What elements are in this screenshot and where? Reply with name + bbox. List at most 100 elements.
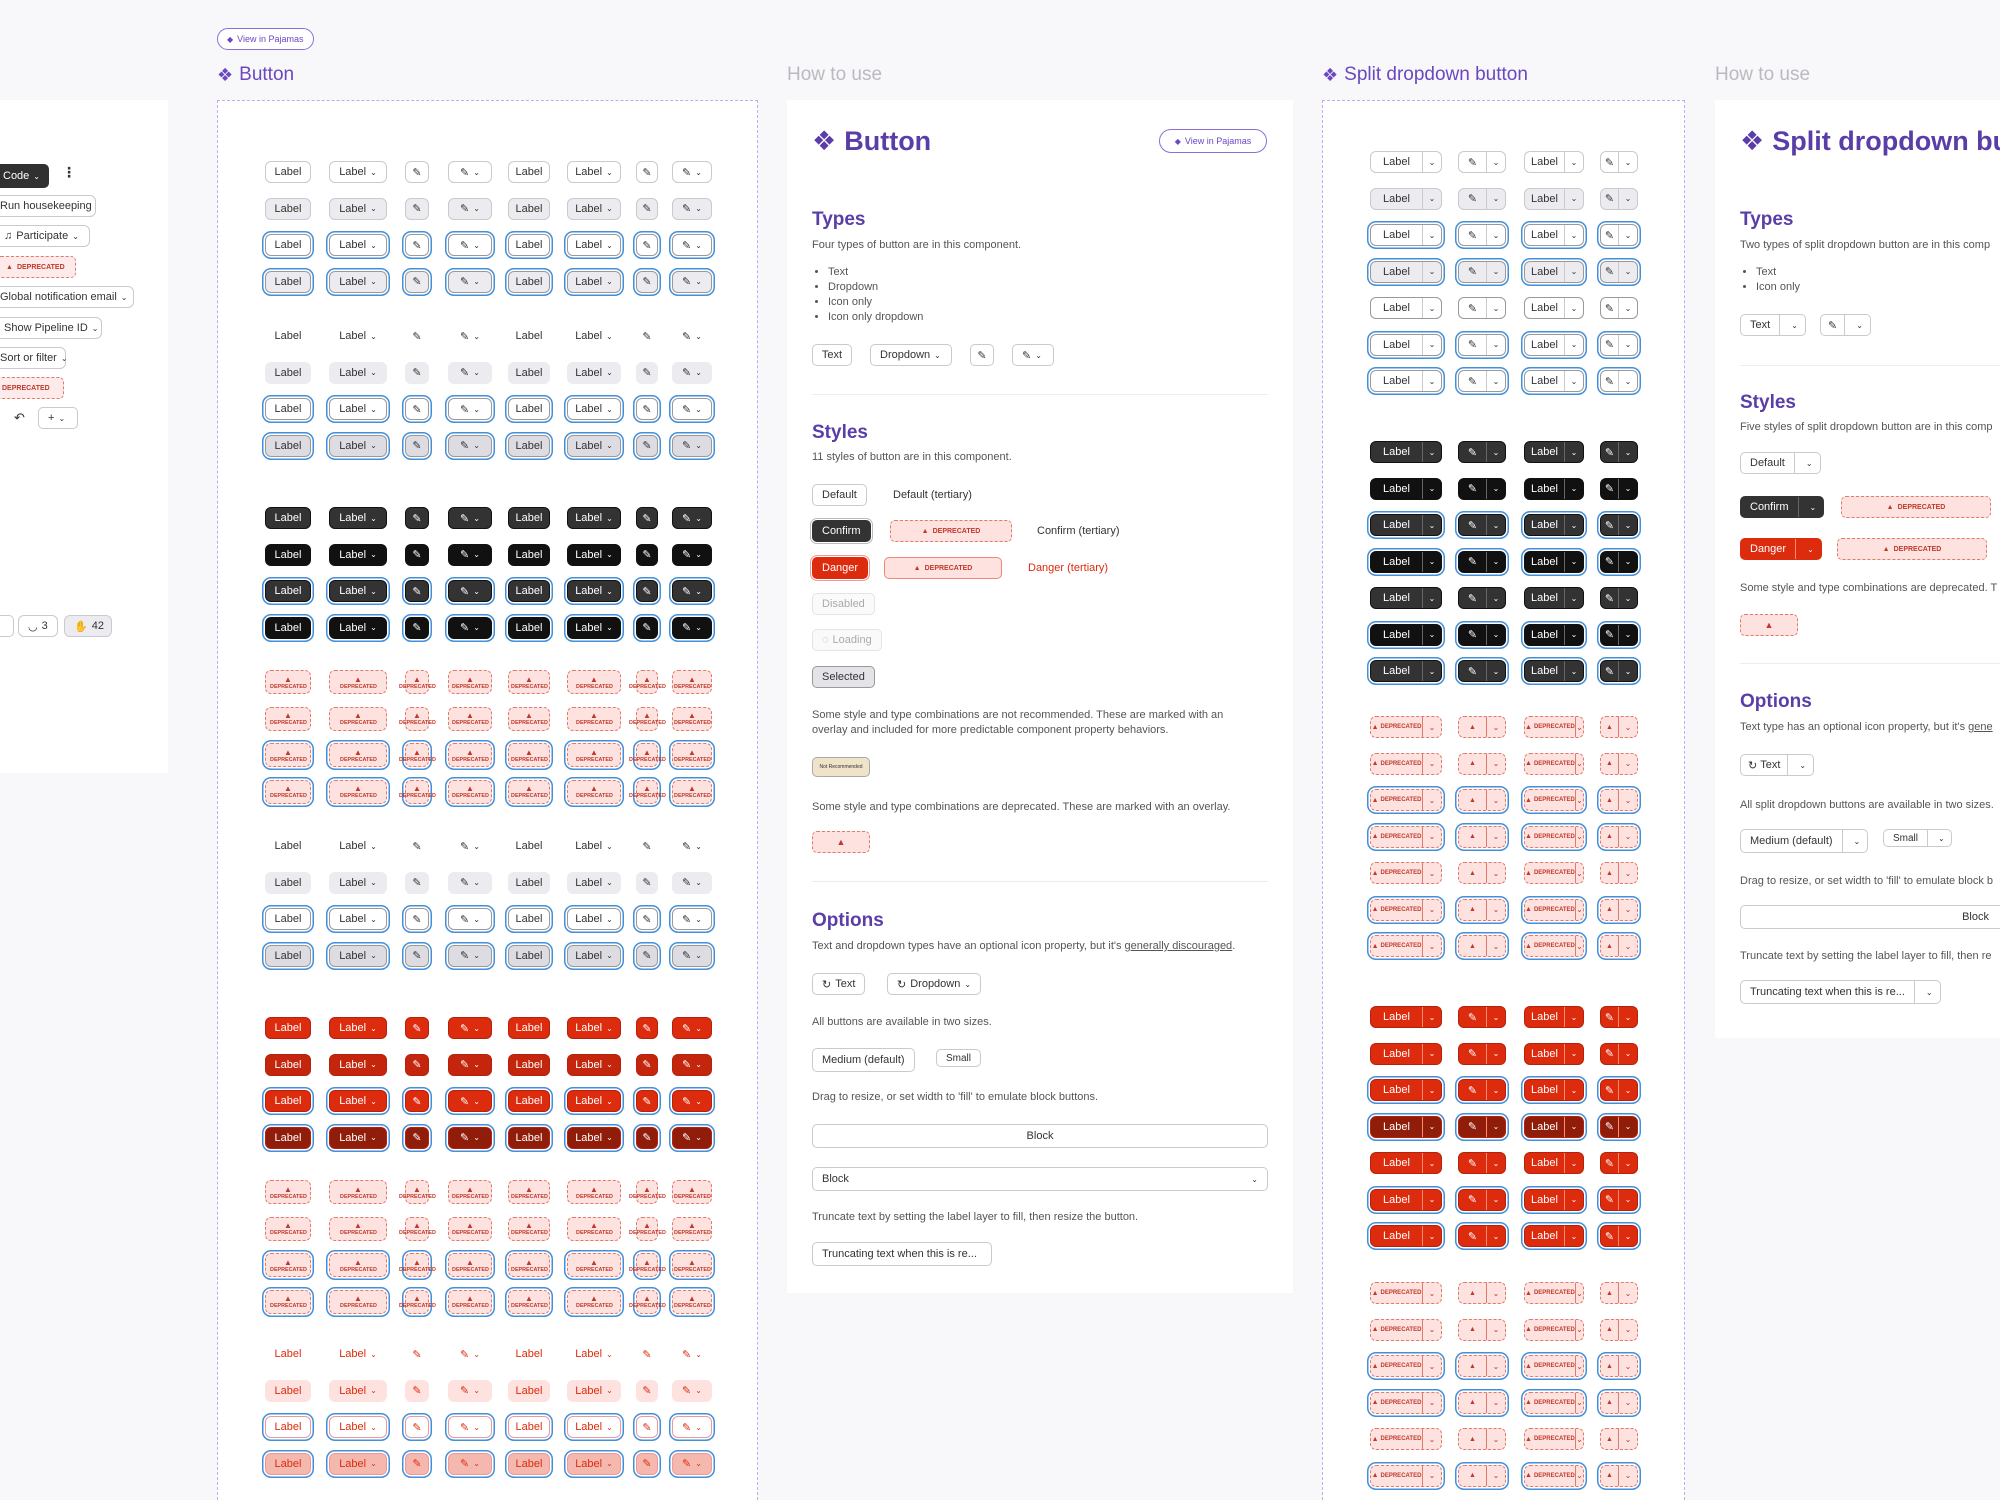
type-dropdown-button[interactable]: Dropdown ⌄ <box>870 344 952 366</box>
split-dropdown-button[interactable]: Label ⌄ <box>1524 1006 1584 1028</box>
variant-button[interactable]: Label <box>265 1379 311 1402</box>
variant-button[interactable]: ✎ <box>636 507 658 529</box>
variant-button[interactable]: ✎ <box>636 161 658 183</box>
variant-button[interactable]: Label <box>265 361 311 384</box>
variant-button[interactable]: ✎ <box>405 944 429 967</box>
variant-button[interactable]: Label ⌄ <box>567 1053 621 1076</box>
split-dropdown-button[interactable]: ✎ ⌄ <box>1600 514 1638 536</box>
split-dropdown-button[interactable]: ✎ ⌄ <box>1458 224 1506 246</box>
variant-button[interactable]: Label <box>265 507 311 529</box>
split-block-button[interactable]: Block <box>1740 905 2000 929</box>
split-dropdown-button[interactable]: ✎ ⌄ <box>1458 1079 1506 1101</box>
variant-button[interactable]: Label <box>508 161 550 183</box>
split-dropdown-button[interactable]: Label ⌄ <box>1524 550 1584 573</box>
split-dropdown-button[interactable]: ✎ ⌄ <box>1458 297 1506 319</box>
variant-button[interactable]: Label <box>265 543 311 566</box>
split-dropdown-button[interactable]: Label ⌄ <box>1524 1188 1584 1211</box>
split-dropdown-button[interactable]: ✎ ⌄ <box>1600 550 1638 573</box>
split-dropdown-button[interactable]: ✎ ⌄ <box>1600 441 1638 463</box>
variant-button[interactable]: ✎ <box>636 1416 658 1438</box>
variant-button[interactable]: ✎ <box>405 325 429 347</box>
variant-button[interactable]: Label <box>508 507 550 529</box>
variant-button[interactable]: Label <box>265 1053 311 1076</box>
split-dropdown-button[interactable]: Label ⌄ <box>1524 151 1584 173</box>
variant-button[interactable]: Label <box>508 944 550 967</box>
variant-button[interactable]: ✎ ⌄ <box>448 1126 492 1149</box>
variant-button[interactable]: Label ⌄ <box>567 197 621 220</box>
variant-button[interactable]: Label ⌄ <box>329 434 387 457</box>
variant-button[interactable]: Label <box>508 835 550 857</box>
variant-button[interactable]: Label <box>508 1379 550 1402</box>
variant-button[interactable]: ✎ <box>636 270 658 293</box>
variant-button[interactable]: Label <box>508 1343 550 1365</box>
variant-button[interactable]: Label <box>508 871 550 894</box>
split-dropdown-button[interactable]: ✎ ⌄ <box>1458 550 1506 573</box>
variant-button[interactable]: ✎ ⌄ <box>448 325 492 347</box>
split-dropdown-button[interactable]: ✎ ⌄ <box>1458 623 1506 646</box>
split-dropdown-button[interactable]: Label ⌄ <box>1370 623 1442 646</box>
type-icon-button[interactable]: ✎ <box>970 344 994 366</box>
split-dropdown-button[interactable]: Label ⌄ <box>1524 370 1584 392</box>
variant-button[interactable]: ✎ <box>636 871 658 894</box>
split-dropdown-button[interactable]: Label ⌄ <box>1524 441 1584 463</box>
variant-button[interactable]: Label ⌄ <box>329 197 387 220</box>
split-dropdown-button[interactable]: Label ⌄ <box>1524 224 1584 246</box>
split-dropdown-button[interactable]: ✎ ⌄ <box>1458 370 1506 392</box>
variant-button[interactable]: Label ⌄ <box>567 580 621 602</box>
code-button[interactable]: Code ⌄ <box>0 164 49 188</box>
variant-button[interactable]: ✎ <box>405 1126 429 1149</box>
variant-button[interactable]: Label ⌄ <box>567 835 621 857</box>
variant-button[interactable]: ✎ <box>405 1343 429 1365</box>
split-dropdown-button[interactable]: Label ⌄ <box>1370 1079 1442 1101</box>
variant-button[interactable]: Label <box>508 197 550 220</box>
split-dropdown-button[interactable]: Label ⌄ <box>1370 370 1442 392</box>
style-confirm-button[interactable]: Confirm <box>812 520 871 542</box>
variant-button[interactable]: Label ⌄ <box>329 1416 387 1438</box>
variant-button[interactable]: Label <box>508 1090 550 1112</box>
split-dropdown-button[interactable]: Label ⌄ <box>1524 1115 1584 1138</box>
variant-button[interactable]: ✎ <box>405 434 429 457</box>
variant-button[interactable]: Label ⌄ <box>567 161 621 183</box>
variant-button[interactable]: ✎ ⌄ <box>672 325 712 347</box>
truncate-button[interactable]: Truncating text when this is re... <box>812 1242 992 1266</box>
variant-button[interactable]: ✎ <box>405 1452 429 1475</box>
variant-button[interactable]: ✎ ⌄ <box>448 361 492 384</box>
variant-button[interactable]: ✎ ⌄ <box>672 616 712 639</box>
variant-button[interactable]: ✎ ⌄ <box>448 434 492 457</box>
option-text-button[interactable]: ↻ Text <box>812 973 866 995</box>
variant-button[interactable]: Label ⌄ <box>567 1126 621 1149</box>
split-dropdown-button[interactable]: ✎ ⌄ <box>1600 623 1638 646</box>
split-dropdown-button[interactable]: Label ⌄ <box>1370 1042 1442 1065</box>
undo-icon[interactable]: ↶ <box>14 410 25 425</box>
split-truncate-button[interactable]: Truncating text when this is re... ⌄ <box>1740 980 1941 1004</box>
variant-button[interactable]: ✎ <box>405 1053 429 1076</box>
variant-button[interactable]: ✎ ⌄ <box>448 1017 492 1039</box>
variant-button[interactable]: Label ⌄ <box>567 234 621 256</box>
split-size-small[interactable]: Small ⌄ <box>1883 829 1952 847</box>
variant-button[interactable]: Label ⌄ <box>567 1090 621 1112</box>
split-confirm-button[interactable]: Confirm ⌄ <box>1740 496 1825 518</box>
variant-button[interactable]: Label <box>265 1126 311 1149</box>
variant-button[interactable]: Label <box>265 270 311 293</box>
split-dropdown-button[interactable]: Label ⌄ <box>1370 297 1442 319</box>
block-dropdown-button[interactable]: Block ⌄ <box>812 1167 1268 1191</box>
variant-button[interactable]: Label ⌄ <box>329 1017 387 1039</box>
variant-button[interactable]: ✎ <box>405 1090 429 1112</box>
style-default-button[interactable]: Default <box>812 484 867 506</box>
variant-button[interactable]: Label ⌄ <box>329 270 387 293</box>
split-dropdown-button[interactable]: Label ⌄ <box>1524 477 1584 500</box>
variant-button[interactable]: Label <box>265 616 311 639</box>
variant-button[interactable]: ✎ <box>405 234 429 256</box>
variant-button[interactable]: Label ⌄ <box>329 871 387 894</box>
variant-button[interactable]: Label <box>265 1090 311 1112</box>
split-dropdown-button[interactable]: ✎ ⌄ <box>1458 1188 1506 1211</box>
variant-button[interactable]: ✎ <box>636 1343 658 1365</box>
variant-button[interactable]: Label ⌄ <box>567 616 621 639</box>
variant-button[interactable]: ✎ <box>636 543 658 566</box>
variant-button[interactable]: ✎ <box>405 543 429 566</box>
variant-button[interactable]: ✎ ⌄ <box>672 1379 712 1402</box>
split-dropdown-button[interactable]: ✎ ⌄ <box>1458 333 1506 356</box>
variant-button[interactable]: ✎ <box>405 161 429 183</box>
variant-button[interactable]: ✎ <box>405 361 429 384</box>
style-selected-button[interactable]: Selected <box>812 666 875 688</box>
